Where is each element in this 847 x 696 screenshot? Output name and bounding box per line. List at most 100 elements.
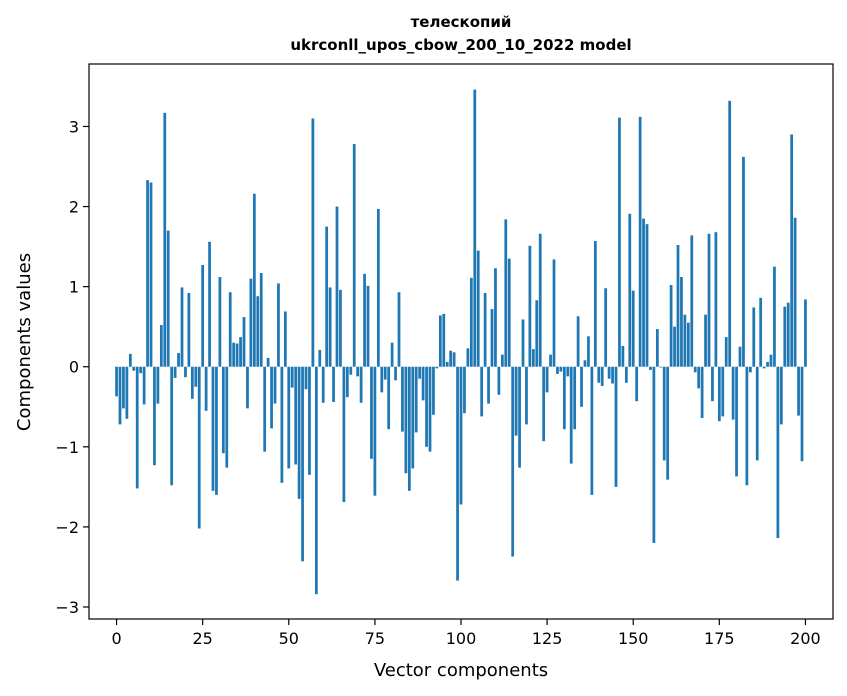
bar	[194, 366, 198, 387]
bar	[201, 265, 205, 367]
bar	[180, 287, 184, 367]
bar	[173, 366, 177, 378]
bar	[339, 289, 342, 367]
bar	[311, 118, 315, 367]
bar	[593, 240, 597, 367]
bar	[735, 366, 738, 477]
chart-title-line2: ukrconll_upos_cbow_200_10_2022 model	[290, 36, 631, 54]
bar	[314, 366, 318, 595]
bar	[256, 296, 260, 367]
bar	[242, 317, 246, 367]
bar	[525, 366, 528, 425]
bar	[308, 366, 311, 475]
bar	[655, 329, 659, 367]
bar	[762, 366, 766, 369]
bar	[511, 366, 515, 557]
bar	[211, 366, 215, 491]
bar	[790, 134, 794, 367]
bar	[149, 182, 153, 367]
bar	[480, 366, 484, 417]
bar	[418, 366, 422, 379]
bar	[535, 300, 539, 367]
bar	[370, 366, 373, 459]
y-tick-label: −2	[55, 518, 79, 537]
bar	[738, 346, 742, 367]
bar	[514, 366, 518, 436]
bar	[500, 354, 504, 367]
bar	[466, 348, 470, 367]
bar	[542, 366, 546, 442]
bar	[631, 290, 635, 367]
bar	[356, 366, 360, 377]
bar	[618, 117, 621, 367]
bar	[645, 224, 649, 367]
bar	[349, 366, 353, 375]
bar	[783, 306, 787, 367]
bar	[170, 366, 174, 486]
bar	[683, 314, 687, 367]
bar	[690, 235, 694, 367]
bar	[304, 366, 308, 390]
bar	[676, 245, 680, 367]
bar	[476, 250, 480, 367]
bar	[624, 366, 628, 383]
bar	[246, 366, 249, 409]
bar	[132, 366, 136, 371]
bar	[166, 230, 170, 367]
bar	[518, 366, 521, 468]
bar	[497, 366, 501, 395]
bar	[797, 366, 800, 416]
bar	[352, 144, 356, 367]
bar	[559, 366, 563, 372]
bar	[638, 116, 642, 367]
bar	[597, 366, 601, 383]
bar	[494, 268, 497, 367]
bar	[531, 349, 535, 367]
bar	[614, 366, 618, 487]
bar	[728, 100, 732, 367]
bar	[401, 366, 404, 432]
bar	[463, 366, 466, 414]
bar	[445, 361, 449, 367]
bar	[142, 366, 146, 405]
bar	[745, 366, 749, 486]
y-tick-label: −3	[55, 598, 79, 617]
bar	[266, 357, 270, 367]
bar	[325, 226, 329, 367]
bar	[125, 366, 129, 419]
bar	[263, 366, 267, 452]
bar	[332, 366, 335, 402]
bar	[800, 366, 804, 462]
bar	[366, 285, 370, 367]
bar	[459, 366, 463, 505]
bar	[742, 156, 745, 367]
bar	[321, 366, 325, 403]
bar	[483, 293, 487, 367]
bar	[277, 283, 280, 367]
bar	[122, 366, 125, 409]
y-tick-label: −1	[55, 438, 79, 457]
bar	[700, 366, 704, 418]
bar	[804, 299, 807, 367]
bar	[425, 366, 428, 447]
bar	[680, 277, 683, 367]
bar	[184, 366, 187, 378]
bar	[380, 366, 384, 393]
bar	[204, 366, 208, 411]
bar	[673, 326, 676, 367]
bar	[252, 193, 256, 367]
bar	[604, 288, 608, 367]
bar	[711, 366, 714, 402]
bar	[628, 213, 632, 367]
bar	[414, 366, 418, 433]
bar	[786, 302, 790, 367]
bar	[704, 314, 707, 367]
bar	[221, 366, 225, 454]
x-tick-label: 75	[365, 629, 385, 648]
bar	[376, 208, 380, 367]
y-axis-ticks: −3 −2 −1 0 1 2 3	[55, 117, 89, 617]
bar	[587, 336, 590, 367]
bar	[538, 233, 542, 367]
bar	[404, 366, 408, 474]
bar	[580, 366, 583, 407]
